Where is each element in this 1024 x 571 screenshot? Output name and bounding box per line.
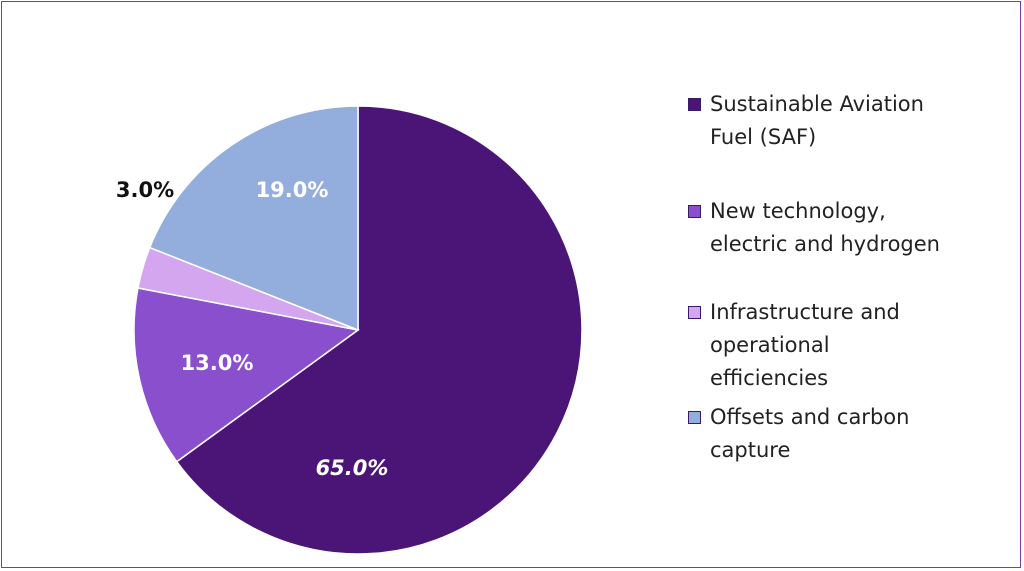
legend-swatch-offsets (688, 411, 701, 424)
pie-slice-offsets (148, 105, 359, 332)
legend-label-offsets: Offsets and carbon capture (710, 405, 910, 462)
legend-swatch-infrastructure (688, 306, 701, 319)
legend-item-new-technology: New technology, electric and hydrogen (688, 195, 948, 261)
legend-item-saf: Sustainable Aviation Fuel (SAF) (688, 88, 948, 154)
slice-value-label-infrastructure: 3.0% (116, 178, 174, 202)
legend-item-infrastructure: Infrastructure and operational efficienc… (688, 296, 948, 395)
slice-value-label-saf: 65.0% (316, 456, 389, 480)
pie-slice-labels: 65.0% 13.0% 3.0% 19.0% (116, 178, 389, 480)
slice-value-label-new-technology: 13.0% (181, 351, 254, 375)
legend-swatch-new-technology (688, 205, 701, 218)
slice-value-label-offsets: 19.0% (256, 178, 329, 202)
legend-swatch-saf (688, 98, 701, 111)
pie-slices (133, 105, 583, 555)
legend-label-infrastructure: Infrastructure and operational efficienc… (710, 300, 900, 390)
legend-label-saf: Sustainable Aviation Fuel (SAF) (710, 92, 924, 149)
legend-item-offsets: Offsets and carbon capture (688, 401, 948, 467)
pie-slice-saf (175, 105, 583, 555)
legend-label-new-technology: New technology, electric and hydrogen (710, 199, 940, 256)
pie-slice-new-technology (133, 287, 360, 463)
